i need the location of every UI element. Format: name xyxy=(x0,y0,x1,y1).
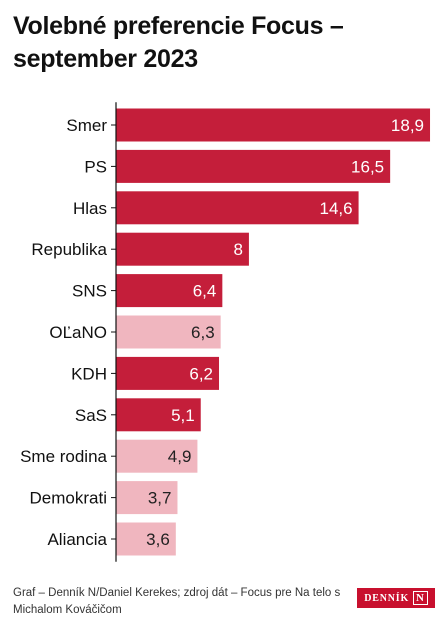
category-label: Demokrati xyxy=(30,489,107,508)
bar-o-ano xyxy=(116,315,221,349)
category-label: Republika xyxy=(31,240,107,259)
category-label: Sme rodina xyxy=(20,447,107,466)
bar-aliancia xyxy=(116,522,176,556)
bar-sns xyxy=(116,274,223,308)
category-label: Aliancia xyxy=(47,530,107,549)
bar-hlas xyxy=(116,191,359,225)
bar-smer xyxy=(116,108,431,142)
bar-demokrati xyxy=(116,481,178,515)
logo-text: DENNÍK xyxy=(364,592,410,604)
bar-kdh xyxy=(116,356,220,390)
logo-n-box: N xyxy=(413,591,428,605)
source-credit: Graf – Denník N/Daniel Kerekes; zdroj dá… xyxy=(13,587,341,616)
category-label: Hlas xyxy=(73,199,107,218)
category-label: SNS xyxy=(72,282,107,301)
value-label: 16,5 xyxy=(351,157,384,176)
chart-title: Volebné preferencie Focus – september 20… xyxy=(13,12,344,73)
category-label: SaS xyxy=(75,406,107,425)
value-label: 3,7 xyxy=(148,489,172,508)
value-label: 3,6 xyxy=(146,530,170,549)
value-label: 14,6 xyxy=(319,199,352,218)
bar-sme-rodina xyxy=(116,439,198,473)
bar-sas xyxy=(116,398,201,432)
value-label: 5,1 xyxy=(171,406,195,425)
value-label: 6,3 xyxy=(191,323,215,342)
bar-ps xyxy=(116,149,391,183)
dennik-n-logo: DENNÍK N xyxy=(357,588,435,608)
bar-chart: Smer 18,9 PS 16,5 Hlas 14,6 Republika 8 SNS 6,4 OĽ… xyxy=(20,102,431,562)
value-label: 6,2 xyxy=(189,364,213,383)
value-label: 6,4 xyxy=(193,282,217,301)
category-label: PS xyxy=(84,157,107,176)
bar-republika xyxy=(116,232,249,266)
value-label: 4,9 xyxy=(168,447,192,466)
category-label: Smer xyxy=(66,116,107,135)
value-label: 8 xyxy=(233,240,242,259)
category-label: OĽaNO xyxy=(49,323,107,342)
category-label: KDH xyxy=(71,364,107,383)
value-label: 18,9 xyxy=(391,116,424,135)
